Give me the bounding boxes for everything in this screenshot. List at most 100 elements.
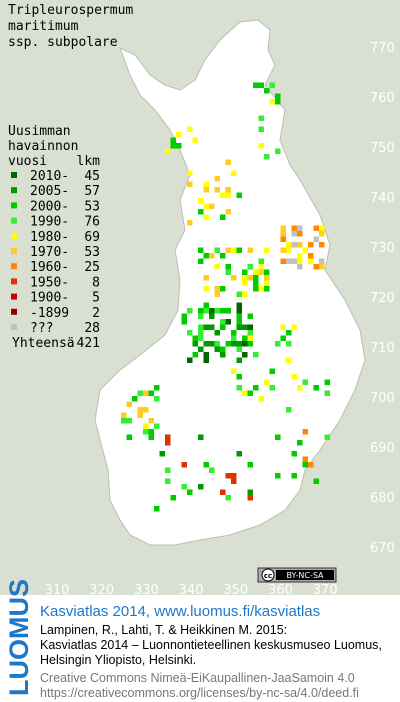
occurrence-square bbox=[275, 434, 281, 440]
occurrence-square bbox=[126, 401, 132, 407]
occurrence-square bbox=[236, 346, 242, 352]
legend-label: 1960- bbox=[30, 260, 69, 275]
occurrence-square bbox=[253, 269, 259, 275]
legend-count: 53 bbox=[84, 199, 100, 214]
occurrence-square bbox=[220, 346, 226, 352]
occurrence-square bbox=[165, 440, 171, 446]
occurrence-square bbox=[165, 478, 171, 484]
y-tick-label: 750 bbox=[370, 141, 395, 156]
occurrence-square bbox=[198, 313, 204, 319]
occurrence-square bbox=[324, 434, 330, 440]
occurrence-square bbox=[203, 286, 209, 292]
occurrence-square bbox=[253, 280, 259, 286]
occurrence-square bbox=[247, 275, 253, 281]
occurrence-square bbox=[253, 82, 259, 88]
occurrence-square bbox=[198, 198, 204, 204]
occurrence-square bbox=[170, 137, 176, 143]
legend-swatch bbox=[11, 248, 17, 254]
occurrence-square bbox=[214, 264, 220, 270]
legend-count: 45 bbox=[84, 169, 100, 184]
occurrence-square bbox=[236, 324, 242, 330]
license-badge: cc BY-NC-SA bbox=[257, 567, 337, 583]
occurrence-square bbox=[247, 335, 253, 341]
citation: Helsingin Yliopisto, Helsinki. bbox=[40, 653, 196, 667]
occurrence-square bbox=[264, 286, 270, 292]
occurrence-square bbox=[203, 352, 209, 358]
occurrence-square bbox=[225, 308, 231, 314]
occurrence-square bbox=[143, 429, 149, 435]
occurrence-square bbox=[258, 286, 264, 292]
occurrence-square bbox=[148, 429, 154, 435]
occurrence-square bbox=[214, 176, 220, 182]
occurrence-square bbox=[148, 434, 154, 440]
occurrence-square bbox=[126, 418, 132, 424]
legend-count: 53 bbox=[84, 245, 100, 260]
occurrence-square bbox=[148, 390, 154, 396]
occurrence-square bbox=[126, 434, 132, 440]
occurrence-square bbox=[319, 258, 325, 264]
occurrence-square bbox=[324, 379, 330, 385]
occurrence-square bbox=[225, 264, 231, 270]
occurrence-square bbox=[297, 264, 303, 270]
occurrence-square bbox=[225, 159, 231, 165]
occurrence-square bbox=[247, 330, 253, 336]
occurrence-square bbox=[187, 489, 193, 495]
occurrence-square bbox=[181, 319, 187, 325]
occurrence-square bbox=[143, 407, 149, 413]
occurrence-square bbox=[220, 489, 226, 495]
occurrence-square bbox=[280, 258, 286, 264]
occurrence-square bbox=[264, 154, 270, 160]
y-tick-label: 770 bbox=[370, 41, 395, 56]
occurrence-square bbox=[187, 357, 193, 363]
occurrence-square bbox=[236, 385, 242, 391]
x-tick-label: 350 bbox=[223, 583, 248, 598]
occurrence-square bbox=[187, 330, 193, 336]
legend-label: 1950- bbox=[30, 275, 69, 290]
x-tick-label: 330 bbox=[134, 583, 159, 598]
legend-label: -1899 bbox=[30, 306, 69, 321]
occurrence-square bbox=[203, 187, 209, 193]
occurrence-square bbox=[225, 192, 231, 198]
occurrence-square bbox=[187, 126, 193, 132]
legend-label: 2010- bbox=[30, 169, 69, 184]
occurrence-square bbox=[258, 264, 264, 270]
occurrence-square bbox=[198, 308, 204, 314]
occurrence-square bbox=[242, 324, 248, 330]
occurrence-square bbox=[137, 407, 143, 413]
legend-count: 2 bbox=[92, 306, 100, 321]
occurrence-square bbox=[132, 396, 138, 402]
occurrence-square bbox=[264, 280, 270, 286]
occurrence-square bbox=[297, 258, 303, 264]
legend-swatch bbox=[11, 232, 17, 239]
occurrence-square bbox=[242, 335, 248, 341]
occurrence-square bbox=[198, 209, 204, 215]
occurrence-square bbox=[209, 467, 215, 473]
occurrence-square bbox=[209, 253, 215, 259]
legend-count: 8 bbox=[92, 275, 100, 290]
occurrence-square bbox=[214, 286, 220, 292]
occurrence-square bbox=[280, 247, 286, 253]
occurrence-square bbox=[275, 473, 281, 479]
occurrence-square bbox=[176, 132, 182, 138]
occurrence-square bbox=[165, 148, 171, 154]
legend-swatch bbox=[11, 293, 17, 300]
occurrence-square bbox=[236, 451, 242, 457]
legend-count: 69 bbox=[84, 230, 100, 245]
legend-swatch bbox=[11, 172, 17, 178]
badge-text: BY-NC-SA bbox=[286, 571, 324, 580]
legend-count: 25 bbox=[84, 260, 100, 275]
occurrence-square bbox=[137, 412, 143, 418]
occurrence-square bbox=[291, 242, 297, 248]
occurrence-square bbox=[192, 335, 198, 341]
occurrence-square bbox=[280, 225, 286, 231]
occurrence-square bbox=[264, 275, 270, 281]
occurrence-square bbox=[231, 170, 237, 176]
occurrence-square bbox=[203, 275, 209, 281]
legend-label: 1900- bbox=[30, 291, 69, 306]
occurrence-square bbox=[291, 374, 297, 380]
occurrence-square bbox=[258, 82, 264, 88]
occurrence-square bbox=[236, 319, 242, 325]
occurrence-square bbox=[242, 291, 248, 297]
occurrence-square bbox=[253, 352, 259, 358]
occurrence-square bbox=[269, 385, 275, 391]
